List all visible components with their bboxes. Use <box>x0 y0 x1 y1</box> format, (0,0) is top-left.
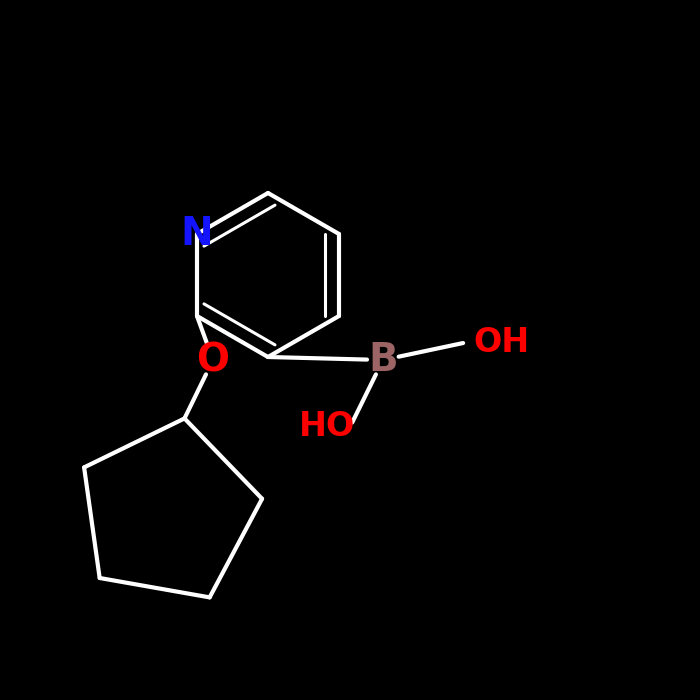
Text: OH: OH <box>473 326 529 358</box>
Text: HO: HO <box>299 410 355 444</box>
Text: N: N <box>181 215 214 253</box>
Text: O: O <box>197 341 230 379</box>
Text: B: B <box>368 341 398 379</box>
